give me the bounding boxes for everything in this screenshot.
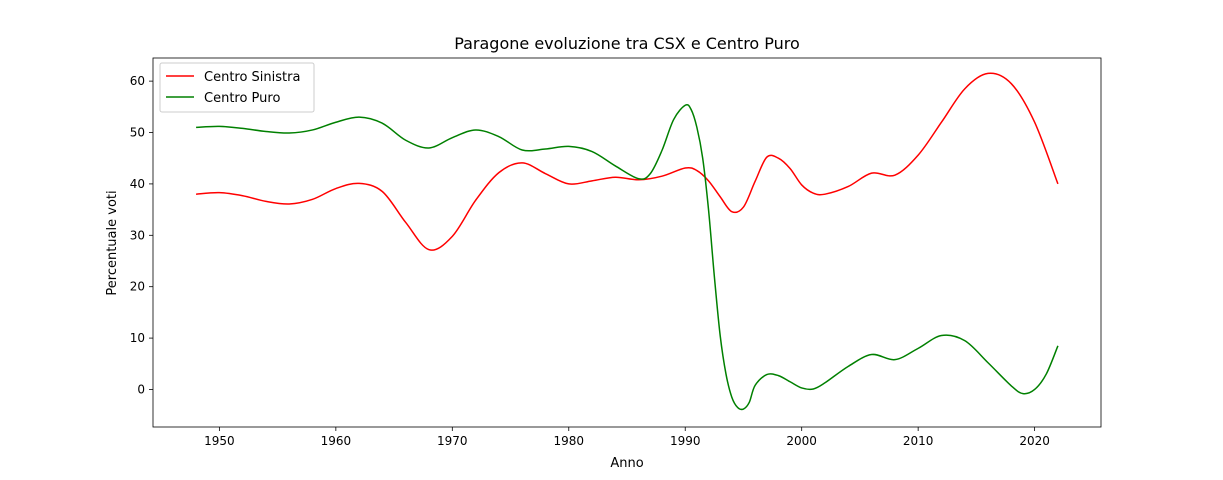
legend: Centro Sinistra Centro Puro (159, 62, 315, 113)
x-tick-label: 1950 (204, 434, 235, 448)
x-tick-label: 1980 (553, 434, 584, 448)
y-tick-label: 10 (130, 331, 145, 345)
x-tick-label: 1990 (670, 434, 701, 448)
y-tick-label: 0 (137, 382, 145, 396)
legend-label-centro-sinistra: Centro Sinistra (204, 70, 300, 85)
series-line-centro-puro (196, 103, 1059, 411)
x-tick-label: 1970 (437, 434, 468, 448)
y-tick-label: 20 (130, 280, 145, 294)
x-tick-label: 2020 (1019, 434, 1050, 448)
axes-frame (152, 57, 1102, 428)
x-axis-label: Anno (610, 456, 643, 471)
series-line-centro-sinistra (196, 72, 1059, 251)
x-tick-label: 1960 (321, 434, 352, 448)
y-tick-label: 30 (130, 228, 145, 242)
plot-area: 1950 1960 1970 1980 1990 2000 2010 2020 0 10 20 30 4… (130, 57, 1102, 448)
y-tick-label: 60 (130, 74, 145, 88)
chart-title: Paragone evoluzione tra CSX e Centro Pur… (454, 34, 800, 53)
legend-frame (159, 62, 315, 113)
x-tick-label: 2010 (903, 434, 934, 448)
legend-label-centro-puro: Centro Puro (204, 91, 280, 106)
y-tick-label: 50 (130, 126, 145, 140)
y-axis-label: Percentuale voti (105, 190, 120, 295)
y-tick-label: 40 (130, 177, 145, 191)
x-tick-label: 2000 (786, 434, 817, 448)
